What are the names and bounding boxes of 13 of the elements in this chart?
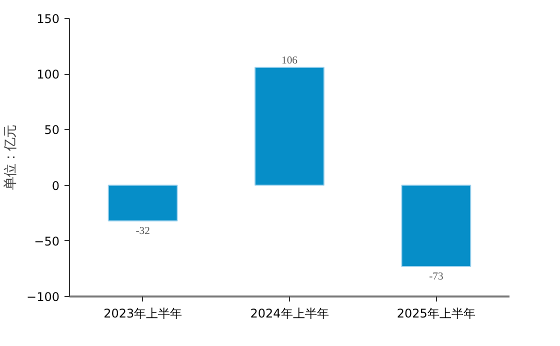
data-label: 106 — [282, 55, 298, 66]
x-tick-label: 2023年上半年 — [104, 306, 182, 320]
data-label: -73 — [429, 271, 444, 282]
y-tick-label: 100 — [36, 68, 60, 82]
x-tick-label: 2024年上半年 — [250, 306, 329, 320]
data-label: -32 — [136, 226, 150, 237]
x-tick-label: 2025年上半年 — [396, 306, 476, 320]
y-tick-label: 0 — [52, 178, 60, 193]
y-axis-title: 单位：亿元 — [4, 125, 19, 190]
y-tick-label: −100 — [26, 290, 60, 304]
y-tick-label: 150 — [36, 12, 60, 26]
y-tick-label: 50 — [44, 123, 60, 138]
y-tick-label: −50 — [34, 234, 60, 248]
